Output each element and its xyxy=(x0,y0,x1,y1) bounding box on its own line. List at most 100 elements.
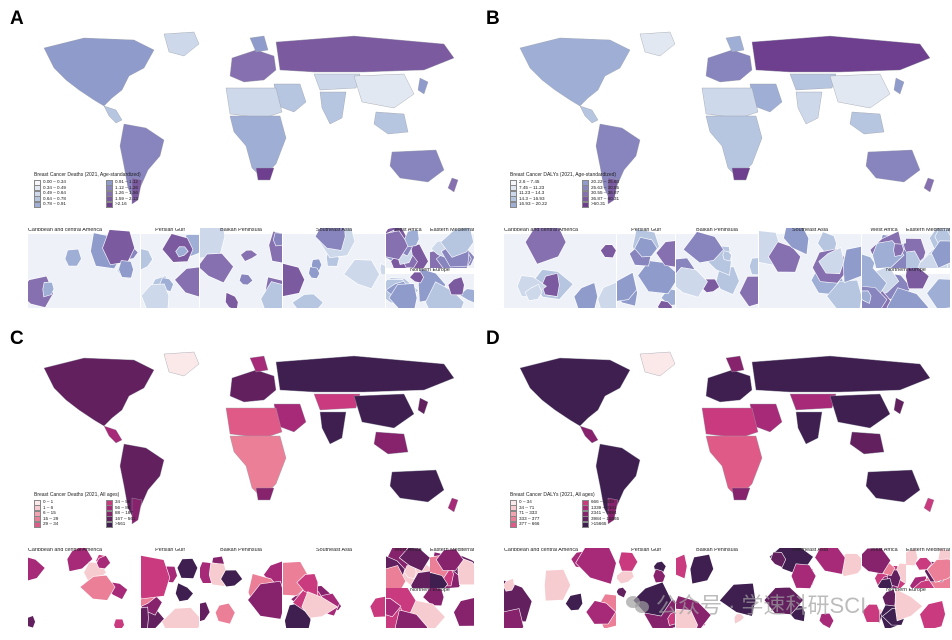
legend-swatch xyxy=(582,201,589,208)
legend-label: 11.23 – 14.3 xyxy=(519,190,545,196)
legend-label: 25.63 – 30.55 xyxy=(591,184,620,190)
inset-northern-europe: Northern Europe xyxy=(386,588,474,628)
legend-swatch xyxy=(106,521,113,528)
region-russia xyxy=(275,35,455,73)
legend-label: 2.6 – 7.45 xyxy=(519,179,540,185)
region-europe xyxy=(229,369,277,403)
inset-map xyxy=(200,554,282,628)
region-australia xyxy=(389,149,445,183)
legend-title: Breast Cancer DALYs (2021, All ages) xyxy=(510,492,595,498)
inset-title: West Africa xyxy=(870,548,898,553)
wechat-icon xyxy=(626,594,650,614)
inset-land xyxy=(600,244,616,259)
inset-map xyxy=(759,228,861,308)
inset-land xyxy=(763,586,805,615)
inset-land xyxy=(862,253,875,268)
inset-map xyxy=(862,230,906,268)
inset-land xyxy=(141,555,171,600)
inset-land xyxy=(435,548,464,572)
inset-land xyxy=(634,236,658,258)
inset-land xyxy=(422,588,445,607)
inset-land xyxy=(28,557,46,582)
watermark-text: 公众号 · 学速科研SCI xyxy=(656,593,867,618)
region-greenland xyxy=(163,351,200,377)
inset-land xyxy=(263,560,282,588)
inset-title: Caribbean and central America xyxy=(28,548,103,553)
inset-title: Eastern Mediterranean xyxy=(906,548,950,553)
inset-land xyxy=(447,276,465,296)
inset-title: Balkan Peninsula xyxy=(696,228,738,233)
legend-label: 14.3 – 16.93 xyxy=(519,195,545,201)
inset-map xyxy=(617,228,675,308)
watermark: 公众号 · 学速科研SCI xyxy=(626,588,866,620)
world-map xyxy=(43,351,459,525)
inset-title: Balkan Peninsula xyxy=(220,548,262,553)
region-australia xyxy=(865,469,921,503)
legend-item: >561 xyxy=(106,521,174,528)
inset-land xyxy=(877,578,893,588)
inset-land xyxy=(689,553,714,585)
inset-land xyxy=(894,588,923,622)
inset-title: Caribbean and central America xyxy=(28,228,103,233)
inset-land xyxy=(862,548,892,575)
inset-map xyxy=(386,228,430,268)
inset-land xyxy=(655,240,675,268)
legend-label: 0 – 34 xyxy=(519,499,532,505)
inset-title: West Africa xyxy=(394,548,422,553)
inset-land xyxy=(214,602,236,625)
legend-title: Breast Cancer Deaths (2021, Age-standard… xyxy=(34,172,141,178)
legend-items: 0 – 34 666 – 1339 34 – 71 1339 – 2341 71 – 3… xyxy=(510,499,650,528)
region-japan xyxy=(417,77,429,95)
inset-land xyxy=(161,233,194,263)
inset-land xyxy=(926,278,950,308)
legend-item: >60.31 xyxy=(582,201,650,208)
inset-title: Persian Gulf xyxy=(155,548,185,553)
inset-land xyxy=(394,609,428,628)
inset-land xyxy=(301,591,339,619)
inset-land xyxy=(881,589,897,607)
region-north-africa xyxy=(701,87,759,119)
inset-land xyxy=(504,577,515,592)
inset-caribbean: Caribbean and central America xyxy=(28,228,140,308)
inset-southeast-asia: Southeast Asia xyxy=(283,548,385,628)
inset-map xyxy=(430,548,474,588)
region-south-africa xyxy=(255,487,275,501)
inset-southeast-asia: Southeast Asia xyxy=(283,228,385,308)
region-new-zealand xyxy=(923,177,935,193)
inset-land xyxy=(682,231,724,264)
inset-land xyxy=(141,283,170,308)
inset-title: Eastern Mediterranean xyxy=(430,548,474,553)
inset-title: West Africa xyxy=(394,228,422,233)
legend-label: 0.64 – 0.78 xyxy=(43,195,66,201)
region-central-america xyxy=(579,105,599,124)
inset-title: Balkan Peninsula xyxy=(220,228,262,233)
legend-label: 0.34 – 0.49 xyxy=(43,184,66,190)
inset-land xyxy=(457,557,474,586)
inset-map xyxy=(283,228,385,308)
region-southern-cone xyxy=(131,177,143,205)
region-central-america xyxy=(103,105,123,124)
inset-map xyxy=(906,228,950,268)
region-south-asia xyxy=(795,411,823,445)
inset-land xyxy=(524,228,567,265)
map-legend: Breast Cancer Deaths (2021, All ages) 0 … xyxy=(34,493,174,528)
region-greenland xyxy=(639,351,676,377)
region-australia xyxy=(865,149,921,183)
region-east-asia xyxy=(353,73,415,109)
inset-persian-gulf: Persian Gulf xyxy=(617,228,675,308)
region-central-asia xyxy=(789,393,837,411)
region-greenland xyxy=(163,31,200,57)
inset-title: Eastern Mediterranean xyxy=(430,228,474,233)
legend-label: 1 – 6 xyxy=(43,504,54,510)
legend-label: 2341 – 3984 xyxy=(591,510,617,516)
inset-title: Persian Gulf xyxy=(631,228,661,233)
inset-west-africa: West Africa xyxy=(862,228,906,268)
inset-west-africa: West Africa xyxy=(386,228,430,268)
region-southern-cone xyxy=(131,497,143,525)
inset-land xyxy=(790,563,817,589)
inset-land xyxy=(161,607,199,628)
inset-title: Balkan Peninsula xyxy=(696,548,738,553)
legend-label: 0.00 – 0.34 xyxy=(43,179,66,185)
panel-label: A xyxy=(10,8,24,29)
inset-land xyxy=(660,288,675,306)
